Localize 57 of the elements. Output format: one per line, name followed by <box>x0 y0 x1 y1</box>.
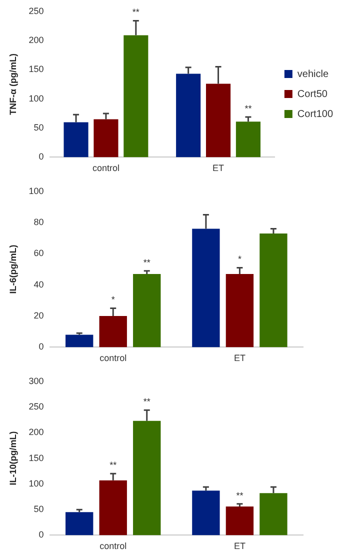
y-tick-label: 200 <box>28 35 44 46</box>
bar <box>99 480 127 536</box>
x-tick-label: ET <box>234 353 246 364</box>
y-tick-label: 250 <box>28 6 44 16</box>
bar <box>176 74 201 158</box>
bar <box>64 122 88 158</box>
legend-label: Cort100 <box>297 108 334 120</box>
y-tick-label: 0 <box>38 530 44 540</box>
y-axis-title: IL-10(pg/mL) <box>8 431 18 486</box>
bar <box>133 274 161 348</box>
y-tick-label: 40 <box>34 279 44 290</box>
bar <box>192 490 220 536</box>
y-tick-label: 0 <box>38 342 44 352</box>
x-tick-label: control <box>100 353 127 364</box>
y-tick-label: 50 <box>34 122 44 133</box>
y-tick-label: 150 <box>28 64 44 74</box>
bar <box>226 274 254 348</box>
annotation: ** <box>143 257 151 268</box>
annotation: ** <box>110 460 118 470</box>
bar <box>192 228 220 348</box>
bar <box>66 512 94 536</box>
y-axis-title: IL-6(pg/mL) <box>8 244 18 294</box>
bar <box>206 84 231 158</box>
y-tick-label: 250 <box>28 402 44 412</box>
y-tick-label: 100 <box>28 478 44 488</box>
x-tick-label: control <box>100 541 127 552</box>
x-tick-label: ET <box>234 541 246 552</box>
bar <box>226 506 254 536</box>
annotation: ** <box>236 490 244 500</box>
y-tick-label: 300 <box>28 376 44 386</box>
y-tick-label: 100 <box>28 93 44 104</box>
y-tick-label: 80 <box>34 217 44 228</box>
x-tick-label: ET <box>212 163 225 174</box>
legend-label: Cort50 <box>297 88 328 100</box>
bar <box>124 35 148 158</box>
bar <box>260 493 288 536</box>
bar <box>236 122 260 158</box>
y-tick-label: 100 <box>28 186 44 196</box>
bar <box>99 316 127 348</box>
y-axis-title: TNF-α (pg/mL) <box>8 54 18 116</box>
y-tick-label: 60 <box>34 248 44 258</box>
y-tick-label: 50 <box>34 504 44 514</box>
y-tick-label: 200 <box>28 427 44 438</box>
bar <box>133 420 161 536</box>
legend-label: vehicle <box>297 68 329 80</box>
annotation: * <box>111 294 116 305</box>
y-tick-label: 20 <box>34 310 44 321</box>
annotation: ** <box>132 7 140 18</box>
annotation: * <box>238 254 242 264</box>
y-tick-label: 150 <box>28 452 44 463</box>
bar <box>94 119 118 158</box>
x-tick-label: control <box>92 163 120 174</box>
bar <box>66 334 94 348</box>
annotation: ** <box>143 396 151 407</box>
y-tick-label: 0 <box>38 152 44 162</box>
annotation: ** <box>244 103 252 114</box>
bar <box>260 233 288 348</box>
